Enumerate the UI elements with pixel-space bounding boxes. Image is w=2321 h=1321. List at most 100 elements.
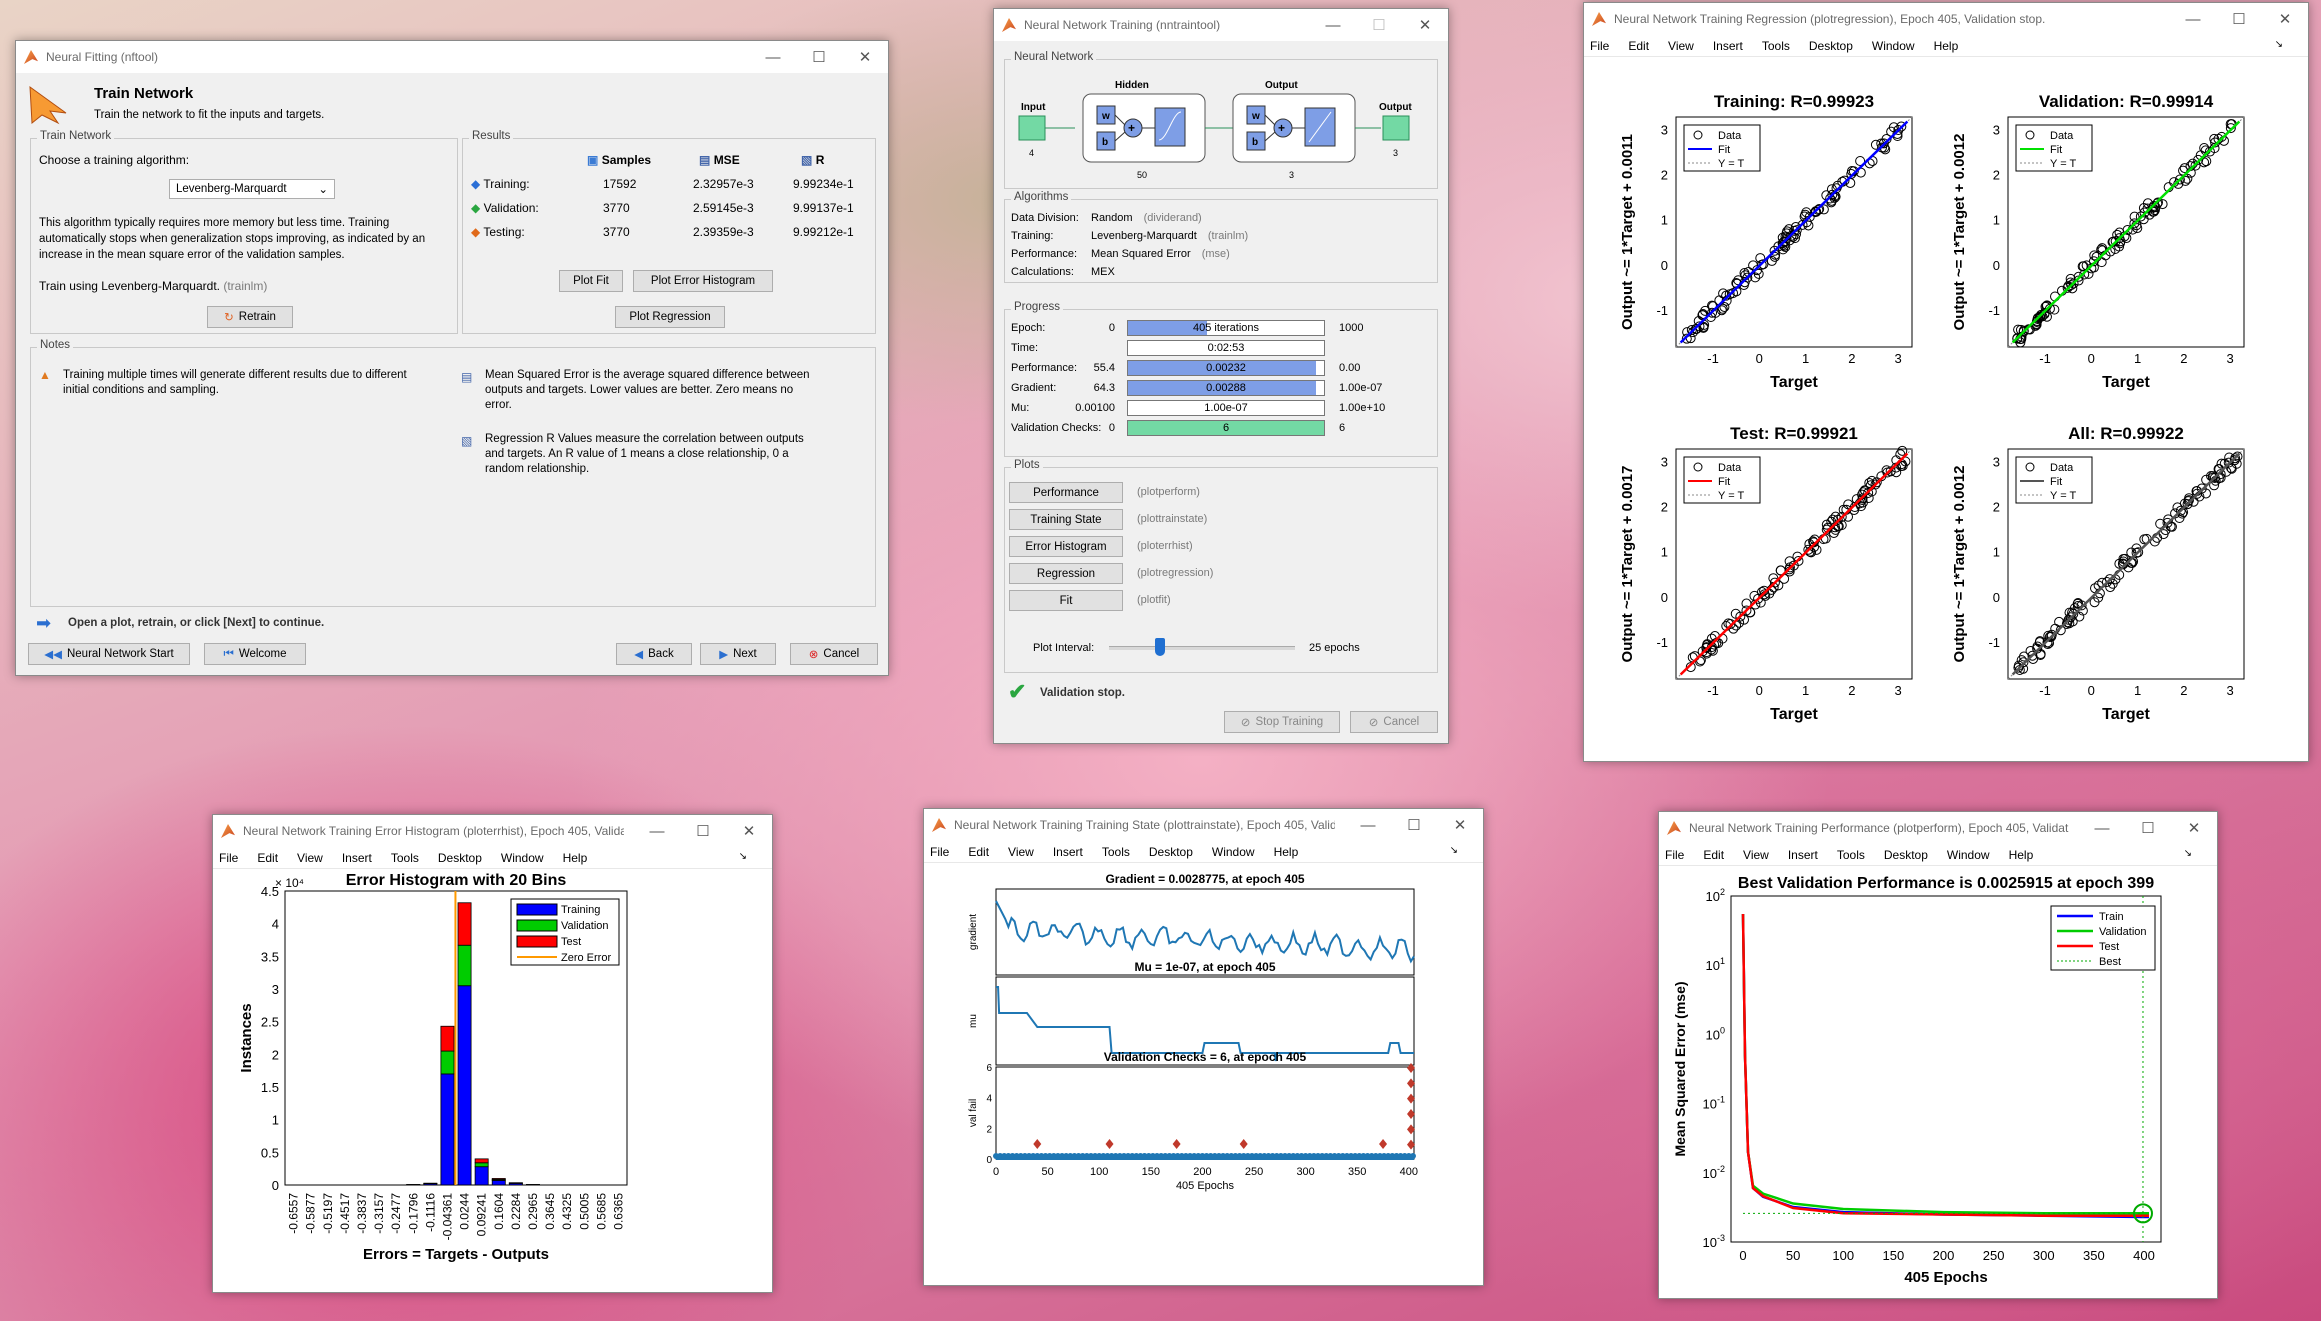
maximize-icon[interactable]: ☐	[1407, 817, 1421, 834]
cancel-label: Cancel	[823, 648, 860, 660]
minimize-icon[interactable]: —	[2094, 819, 2110, 837]
progress-value: 0.00288	[1206, 382, 1246, 394]
toolbar-toggle-icon[interactable]: ↘	[2183, 848, 2192, 859]
x-tick-label: 100	[1832, 1248, 1854, 1263]
regression-plot-button[interactable]: Regression	[1009, 563, 1123, 584]
toolbar-toggle-icon[interactable]: ↘	[738, 851, 747, 862]
toolbar-toggle-icon[interactable]: ↘	[1449, 845, 1458, 856]
menu-desktop[interactable]: Desktop	[1883, 847, 1928, 862]
maximize-icon[interactable]: ☐	[812, 49, 826, 66]
close-icon[interactable]: ✕	[2187, 820, 2201, 837]
menu-tools[interactable]: Tools	[390, 850, 419, 865]
title-bar[interactable]: Neural Network Training Training State (…	[924, 809, 1483, 841]
close-icon[interactable]: ✕	[2278, 11, 2292, 28]
note-regression: Regression R Values measure the correlat…	[485, 433, 804, 475]
menu-edit[interactable]: Edit	[968, 844, 990, 859]
results-row: ◆ Validation:	[471, 201, 539, 215]
menu-file[interactable]: File	[1590, 38, 1610, 53]
x-tick-label: 1	[1802, 683, 1809, 698]
val-check-point	[1145, 1153, 1152, 1159]
menu-view[interactable]: View	[1743, 847, 1769, 862]
plots-panel: Plots Performance (plotperform) Training…	[1004, 459, 1438, 673]
minimize-icon[interactable]: —	[2185, 10, 2201, 28]
minimize-icon[interactable]: —	[1325, 16, 1341, 34]
title-bar[interactable]: Neural Network Training Regression (plot…	[1584, 3, 2308, 35]
progress-fill	[1128, 421, 1324, 435]
title-bar[interactable]: Neural Network Training (nntraintool) — ☐…	[994, 9, 1448, 41]
plot-fit-button[interactable]: Plot Fit	[559, 270, 623, 292]
menu-window[interactable]: Window	[500, 850, 544, 865]
menu-help[interactable]: Help	[1933, 38, 1959, 53]
neural-network-start-button[interactable]: ◀◀ Neural Network Start	[28, 643, 190, 665]
next-button[interactable]: ▶ Next	[700, 643, 776, 665]
menu-view[interactable]: View	[1668, 38, 1694, 53]
menu-desktop[interactable]: Desktop	[1148, 844, 1193, 859]
close-icon[interactable]: ✕	[858, 49, 872, 66]
title-bar[interactable]: Neural Fitting (nftool) — ☐ ✕	[16, 41, 888, 73]
menu-file[interactable]: File	[1665, 847, 1685, 862]
data-point	[2225, 123, 2236, 134]
menu-file[interactable]: File	[930, 844, 950, 859]
menu-desktop[interactable]: Desktop	[437, 850, 482, 865]
data-point	[1803, 544, 1814, 555]
menu-file[interactable]: File	[219, 850, 239, 865]
menu-tools[interactable]: Tools	[1761, 38, 1790, 53]
val-check-point	[1170, 1153, 1177, 1159]
welcome-button[interactable]: ⏮ Welcome	[204, 643, 306, 665]
data-point	[2114, 241, 2125, 252]
toolbar-toggle-icon[interactable]: ↘	[2274, 39, 2283, 50]
close-icon[interactable]: ✕	[1453, 817, 1467, 834]
menu-view[interactable]: View	[1008, 844, 1034, 859]
title-bar[interactable]: Neural Network Training Error Histogram …	[213, 815, 772, 847]
training-state-plot-button[interactable]: Training State	[1009, 509, 1123, 530]
back-button[interactable]: ◀ Back	[616, 643, 692, 665]
minimize-icon[interactable]: —	[765, 48, 781, 66]
menu-window[interactable]: Window	[1211, 844, 1255, 859]
data-point	[1856, 501, 1867, 512]
val-check-point	[1240, 1153, 1247, 1159]
minimize-icon[interactable]: —	[649, 822, 665, 840]
performance-plot-button[interactable]: Performance	[1009, 482, 1123, 503]
plot-error-histogram-button[interactable]: Plot Error Histogram	[633, 270, 773, 292]
menu-edit[interactable]: Edit	[1703, 847, 1725, 862]
menu-edit[interactable]: Edit	[1628, 38, 1650, 53]
maximize-icon[interactable]: ☐	[2141, 820, 2155, 837]
maximize-icon[interactable]: ☐	[1372, 17, 1386, 34]
y-axis-label: Instances	[238, 1003, 255, 1072]
menu-help[interactable]: Help	[562, 850, 588, 865]
stop-training-button[interactable]: ⊘ Stop Training	[1224, 711, 1340, 733]
plot-interval-slider[interactable]	[1109, 646, 1295, 650]
data-point	[1863, 493, 1874, 504]
algorithm-select[interactable]: Levenberg-Marquardt ⌄	[169, 179, 335, 199]
close-icon[interactable]: ✕	[742, 823, 756, 840]
cancel-training-button[interactable]: ⊘ Cancel	[1350, 711, 1438, 733]
maximize-icon[interactable]: ☐	[2232, 11, 2246, 28]
minimize-icon[interactable]: —	[1360, 816, 1376, 834]
menu-window[interactable]: Window	[1946, 847, 1990, 862]
title-bar[interactable]: Neural Network Training Performance (plo…	[1659, 812, 2217, 844]
menu-insert[interactable]: Insert	[1052, 844, 1083, 859]
menu-tools[interactable]: Tools	[1101, 844, 1130, 859]
retrain-button[interactable]: ↻ Retrain	[207, 306, 293, 328]
menu-insert[interactable]: Insert	[1787, 847, 1818, 862]
menu-help[interactable]: Help	[2008, 847, 2034, 862]
menu-view[interactable]: View	[297, 850, 323, 865]
plot-regression-button[interactable]: Plot Regression	[615, 306, 725, 328]
maximize-icon[interactable]: ☐	[696, 823, 710, 840]
val-check-point	[1257, 1153, 1264, 1159]
menu-insert[interactable]: Insert	[341, 850, 372, 865]
data-point	[1784, 556, 1795, 567]
error-histogram-plot-button[interactable]: Error Histogram	[1009, 536, 1123, 557]
cancel-button[interactable]: ⊗ Cancel	[790, 643, 878, 665]
slider-thumb[interactable]	[1155, 638, 1165, 656]
menu-insert[interactable]: Insert	[1712, 38, 1743, 53]
close-icon[interactable]: ✕	[1418, 17, 1432, 34]
menu-tools[interactable]: Tools	[1836, 847, 1865, 862]
menu-edit[interactable]: Edit	[257, 850, 279, 865]
menu-window[interactable]: Window	[1871, 38, 1915, 53]
menu-help[interactable]: Help	[1273, 844, 1299, 859]
menu-desktop[interactable]: Desktop	[1808, 38, 1853, 53]
y-axis-label: Output ~= 1*Target + 0.0012	[1951, 134, 1968, 331]
fit-plot-button[interactable]: Fit	[1009, 590, 1123, 611]
neural-fitting-window: Neural Fitting (nftool) — ☐ ✕ Train Networ…	[15, 40, 889, 676]
